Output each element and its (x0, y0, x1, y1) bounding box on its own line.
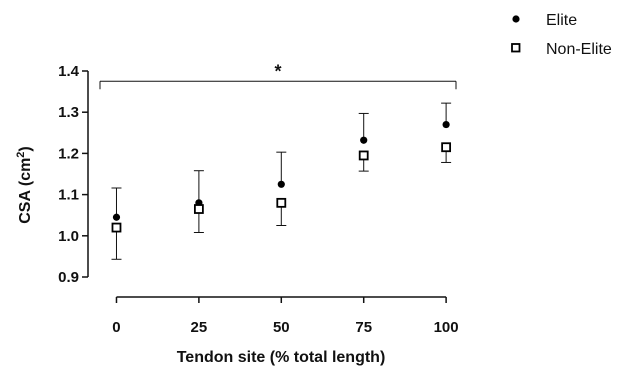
y-axis-title-superscript: 2 (15, 152, 27, 158)
x-ticks: 0 25 50 75 100 (112, 297, 459, 336)
y-ticks: 0.9 1.0 1.1 1.2 1.3 1.4 (58, 63, 88, 286)
axes: 0.9 1.0 1.1 1.2 1.3 1.4 0 25 50 75 100 (58, 63, 458, 336)
data-points (111, 120, 452, 233)
x-tick-label: 0 (112, 319, 120, 336)
point-elite (360, 136, 368, 144)
x-tick-label: 25 (191, 319, 208, 336)
point-non-elite (111, 222, 122, 233)
point-elite (112, 213, 121, 221)
significance-asterisk: * (274, 61, 281, 81)
y-tick-label: 1.3 (58, 104, 79, 121)
y-tick-label: 1.2 (58, 145, 79, 162)
x-tick-label: 100 (434, 319, 459, 336)
legend-marker-elite (512, 15, 520, 23)
y-tick-label: 0.9 (58, 269, 79, 286)
significance-bracket: * (99, 61, 457, 90)
point-non-elite (358, 150, 369, 161)
y-axis-title: CSA (cm2) (15, 146, 34, 224)
point-non-elite (193, 204, 204, 214)
y-axis-title-close: ) (17, 146, 34, 151)
y-tick-label: 1.1 (58, 187, 79, 204)
x-axis-title: Tendon site (% total length) (177, 349, 386, 366)
legend-label-non-elite: Non-Elite (546, 41, 612, 58)
y-axis-title-main: CSA (cm (17, 158, 34, 224)
x-tick-label: 75 (355, 319, 372, 336)
point-non-elite (276, 197, 287, 208)
legend: Elite Non-Elite (511, 12, 612, 58)
y-tick-label: 1.4 (58, 63, 80, 80)
y-tick-label: 1.0 (58, 228, 79, 245)
x-tick-label: 50 (273, 319, 290, 336)
legend-marker-non-elite (511, 43, 521, 53)
point-elite (277, 180, 285, 188)
point-non-elite (441, 142, 452, 153)
point-elite (442, 120, 450, 129)
legend-label-elite: Elite (546, 12, 577, 29)
